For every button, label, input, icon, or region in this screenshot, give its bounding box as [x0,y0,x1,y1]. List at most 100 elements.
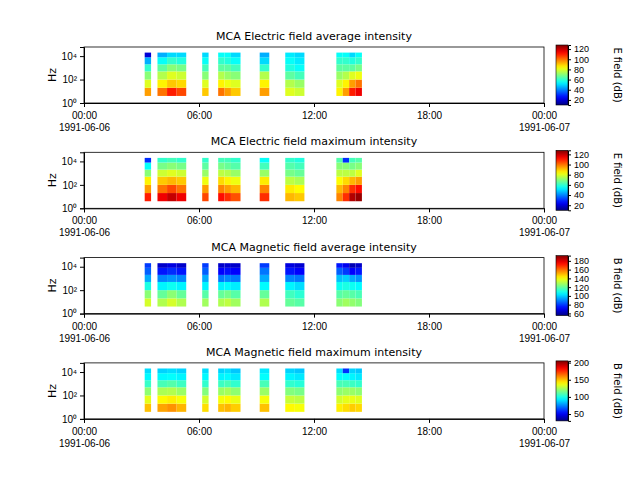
colorbar-tick-label: 20 [574,201,584,211]
cell [218,268,224,275]
cell [177,404,187,412]
panel-title: MCA Electric field average intensity [216,30,412,43]
colorbar-tick-mark [568,90,571,91]
y-tick: 10⁰ [62,414,84,425]
cell [145,368,151,373]
cell [225,71,231,79]
colorbar-tick-mark [568,305,571,306]
colorbar-tick: 160 [568,265,589,275]
cell [231,53,241,58]
cell [157,263,167,268]
colorbar-axis-line [569,361,572,421]
cell [157,275,167,282]
colorbar-tick-label: 160 [574,265,589,275]
x-tick-mark [314,208,315,212]
colorbar-tick-label: 100 [574,291,589,301]
cell [349,177,355,185]
colorbar-tick: 40 [568,190,584,200]
cell [285,185,295,193]
cell [225,290,231,298]
cell [336,57,342,64]
cell [349,158,355,163]
x-tick-label: 00:001991-06-07 [519,321,571,344]
cell [349,163,355,170]
cell [157,282,167,290]
cell [157,57,167,64]
cell [356,275,362,282]
y-tick-label: 10² [63,390,78,401]
plot-frame [84,258,544,314]
colorbar-tick: 80 [568,170,584,180]
cell [231,404,241,412]
cell [356,170,362,177]
cell [225,395,231,403]
x-tick-label: 00:001991-06-07 [519,110,571,133]
cell [202,53,208,58]
cell [295,185,305,193]
cell [343,185,349,193]
cell [202,368,208,373]
y-tick-label: 10⁴ [62,367,77,378]
cell [356,193,362,201]
cell [336,170,342,177]
cell [349,193,355,201]
cell [145,282,151,290]
colorbar-axis-line [569,256,572,316]
cell [231,80,241,88]
cell [177,88,187,96]
colorbar-tick-mark [568,261,571,262]
colorbar-tick: 120 [568,283,589,293]
cell [285,64,295,71]
panel: MCA Electric field maximum intensity00:0… [46,135,623,238]
cell [285,163,295,170]
cell [285,404,295,412]
x-axis-line [85,314,545,318]
cell [356,387,362,395]
colorbar-tick-mark [568,287,571,288]
colorbar-tick-mark [568,205,571,206]
cell [157,163,167,170]
cell [225,387,231,395]
colorbar-axis: 20406080100120 [568,150,589,211]
cell [177,387,187,395]
panel-title: MCA Magnetic field maximum intensity [206,346,422,359]
cell [167,163,177,170]
colorbar-tick-mark [568,80,571,81]
y-axis-title: Hz [46,384,59,398]
cell [260,158,270,163]
cell [260,395,270,403]
x-tick-mark [199,103,200,107]
cell [349,53,355,58]
cell [285,88,295,96]
cell [356,395,362,403]
cell [349,80,355,88]
cell [225,298,231,306]
cell [167,263,177,268]
cell [177,53,187,58]
cell [202,163,208,170]
y-tick-mark [80,290,84,291]
cell [343,404,349,412]
y-tick-label: 10² [63,74,78,85]
cell [295,80,305,88]
colorbar-tick: 100 [568,55,589,65]
cell [218,177,224,185]
cell [145,275,151,282]
cell [145,387,151,395]
cell [225,282,231,290]
x-tick: 18:00 [417,314,442,332]
y-axis-line [80,48,85,104]
colorbar-axis: 20406080100120 [568,44,589,105]
cell [145,163,151,170]
x-tick-label: 06:00 [187,110,212,121]
cell [285,275,295,282]
x-tick: 00:001991-06-07 [519,419,571,449]
x-tick-label: 06:00 [187,426,212,437]
y-tick: 10⁴ [62,261,84,272]
cell [295,57,305,64]
cell [231,185,241,193]
cell [343,290,349,298]
y-tick: 10² [63,285,84,296]
x-tick: 18:00 [417,419,442,437]
cell [167,268,177,275]
